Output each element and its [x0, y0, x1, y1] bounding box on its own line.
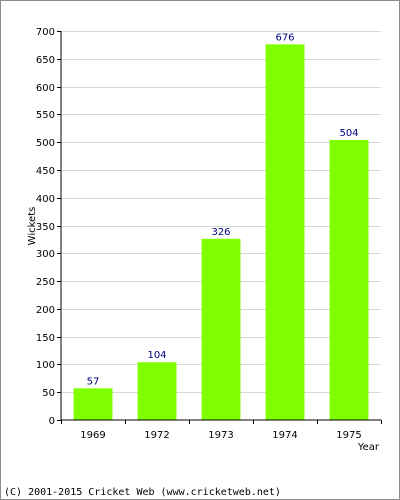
- y-tick-label: 550: [36, 110, 55, 121]
- y-tick-label: 500: [36, 138, 55, 149]
- bar-1975: [329, 139, 369, 421]
- data-label-1973: 326: [211, 227, 230, 238]
- bar-1969: [73, 388, 113, 420]
- y-tick-label: 400: [36, 194, 55, 205]
- y-tick-labels: 0 50 100 150 200 250 300 350 400 450 500 550 600 650 7…: [36, 27, 61, 427]
- bar-1973: [201, 238, 241, 420]
- copyright-footer: (C) 2001-2015 Cricket Web (www.cricketwe…: [4, 487, 281, 498]
- x-axis-title: Year: [357, 442, 380, 453]
- bar-1972: [137, 362, 177, 420]
- data-label-1975: 504: [339, 128, 358, 139]
- y-tick-label: 150: [36, 333, 55, 344]
- x-tick-label-1975: 1975: [336, 430, 361, 441]
- bar-1974: [265, 44, 305, 420]
- x-tick-label-1974: 1974: [272, 430, 297, 441]
- bars: [73, 44, 369, 421]
- y-tick-label: 100: [36, 360, 55, 371]
- y-axis-title: Wickets: [27, 207, 38, 246]
- y-tick-label: 700: [36, 27, 55, 38]
- data-label-1972: 104: [147, 350, 166, 361]
- y-tick-label: 50: [42, 388, 55, 399]
- data-label-1974: 676: [275, 32, 294, 43]
- x-tick-label-1972: 1972: [144, 430, 169, 441]
- data-labels: 57 104 326 676 504: [87, 32, 359, 387]
- y-tick-label: 200: [36, 305, 55, 316]
- y-tick-label: 250: [36, 277, 55, 288]
- y-tick-label: 650: [36, 55, 55, 66]
- axes: [60, 31, 381, 421]
- y-tick-label: 300: [36, 249, 55, 260]
- data-label-1969: 57: [87, 376, 100, 387]
- x-tick-label-1973: 1973: [208, 430, 233, 441]
- y-tick-label: 450: [36, 166, 55, 177]
- y-tick-label: 0: [49, 416, 55, 427]
- x-tick-label-1969: 1969: [80, 430, 105, 441]
- x-tick-labels: 1969 1972 1973 1974 1975: [61, 420, 382, 441]
- y-tick-label: 350: [36, 222, 55, 233]
- y-tick-label: 600: [36, 83, 55, 94]
